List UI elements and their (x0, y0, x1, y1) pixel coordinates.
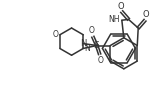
Text: S: S (94, 41, 100, 50)
Text: O: O (98, 56, 104, 65)
Text: O: O (143, 10, 149, 19)
Text: NH: NH (108, 15, 120, 24)
Text: O: O (117, 2, 124, 11)
Text: N: N (84, 44, 90, 53)
Text: N: N (80, 39, 86, 48)
Text: O: O (53, 30, 59, 39)
Text: O: O (89, 26, 95, 35)
